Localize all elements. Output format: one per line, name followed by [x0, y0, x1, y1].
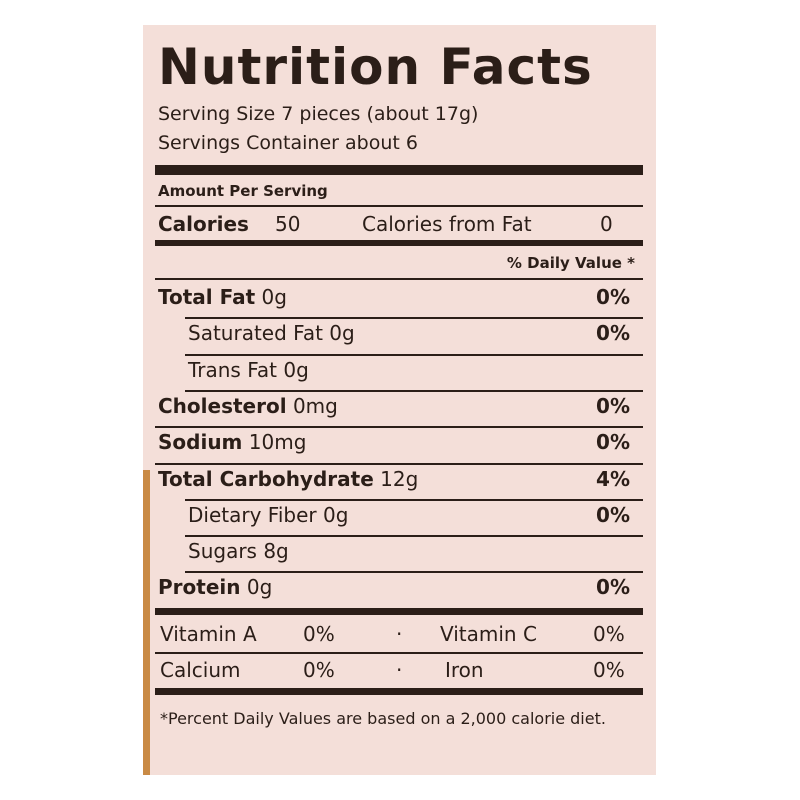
footnote: *Percent Daily Values are based on a 2,0…: [160, 709, 606, 728]
vitamin-name: Iron: [445, 658, 484, 682]
rule: [155, 652, 643, 654]
calories-label: Calories: [158, 212, 249, 236]
nutrient-name: Protein: [158, 575, 241, 600]
nutrient-name: Trans Fat: [188, 357, 277, 382]
vitamin-dv: 0%: [303, 658, 335, 682]
daily-value: 0%: [596, 430, 630, 455]
daily-value: 0%: [596, 285, 630, 309]
nutrient-row: Sodium 10mg: [158, 430, 306, 454]
rule: [155, 462, 643, 465]
nutrient-amount: 12g: [380, 466, 419, 491]
nutrient-row: Protein 0g: [158, 575, 272, 599]
nutrient-amount: 10mg: [248, 430, 307, 455]
servings: Servings Container about 6: [158, 132, 418, 154]
rule: [185, 571, 643, 574]
nutrient-name: Sodium: [158, 430, 243, 455]
nutrient-row: Total Carbohydrate 12g: [158, 467, 418, 491]
nutrient-row: Total Fat 0g: [158, 285, 287, 309]
nutrient-amount: 0g: [261, 285, 287, 309]
rule: [155, 608, 643, 615]
rule: [155, 688, 643, 695]
nutrient-name: Total Fat: [158, 285, 256, 309]
nutrient-row: Cholesterol 0mg: [158, 394, 338, 418]
vitamin-name: Vitamin C: [440, 622, 537, 646]
amount-per-serving: Amount Per Serving: [158, 182, 328, 200]
separator-dot: ·: [396, 658, 403, 682]
daily-value: 0%: [596, 575, 630, 600]
vitamin-name: Vitamin A: [160, 622, 257, 646]
rule: [155, 240, 643, 246]
vitamin-dv: 0%: [593, 622, 625, 646]
rule: [185, 353, 643, 356]
nutrient-amount: 0g: [246, 575, 273, 600]
rule: [185, 389, 643, 392]
nutrient-amount: 0g: [329, 321, 355, 346]
daily-value-header: % Daily Value *: [506, 254, 635, 272]
calories-from-fat-value: 0: [600, 212, 613, 236]
daily-value: 0%: [596, 321, 630, 346]
rule: [185, 317, 643, 320]
vitamin-dv: 0%: [593, 658, 625, 682]
nutrient-row: Saturated Fat 0g: [188, 321, 355, 345]
daily-value: 0%: [596, 502, 630, 527]
nutrient-amount: 0g: [283, 357, 309, 382]
package-edge: [143, 470, 150, 775]
rule: [155, 205, 643, 207]
vitamin-dv: 0%: [303, 622, 335, 646]
nutrient-name: Cholesterol: [158, 393, 287, 418]
rule: [185, 535, 643, 538]
daily-value: 0%: [596, 393, 630, 418]
nutrient-row: Trans Fat 0g: [188, 358, 309, 382]
calories-from-fat-label: Calories from Fat: [362, 212, 532, 236]
nutrient-name: Dietary Fiber: [188, 502, 317, 527]
daily-value: 4%: [596, 466, 630, 491]
separator-dot: ·: [396, 622, 403, 646]
label-panel: [143, 25, 656, 775]
rule: [155, 278, 643, 280]
rule: [155, 165, 643, 175]
nutrient-name: Total Carbohydrate: [158, 466, 374, 491]
nutrient-amount: 0mg: [292, 393, 338, 418]
rule: [185, 498, 643, 501]
nutrient-name: Sugars: [188, 539, 257, 564]
rule: [155, 426, 643, 429]
nutrient-amount: 8g: [263, 539, 289, 564]
vitamin-name: Calcium: [160, 658, 241, 682]
calories-value: 50: [275, 212, 301, 236]
nutrient-row: Sugars 8g: [188, 539, 289, 563]
nutrient-amount: 0g: [322, 502, 349, 527]
nutrient-name: Saturated Fat: [188, 321, 323, 346]
nutrient-row: Dietary Fiber 0g: [188, 503, 348, 527]
title: Nutrition Facts: [158, 38, 593, 96]
serving-size: Serving Size 7 pieces (about 17g): [158, 103, 479, 125]
